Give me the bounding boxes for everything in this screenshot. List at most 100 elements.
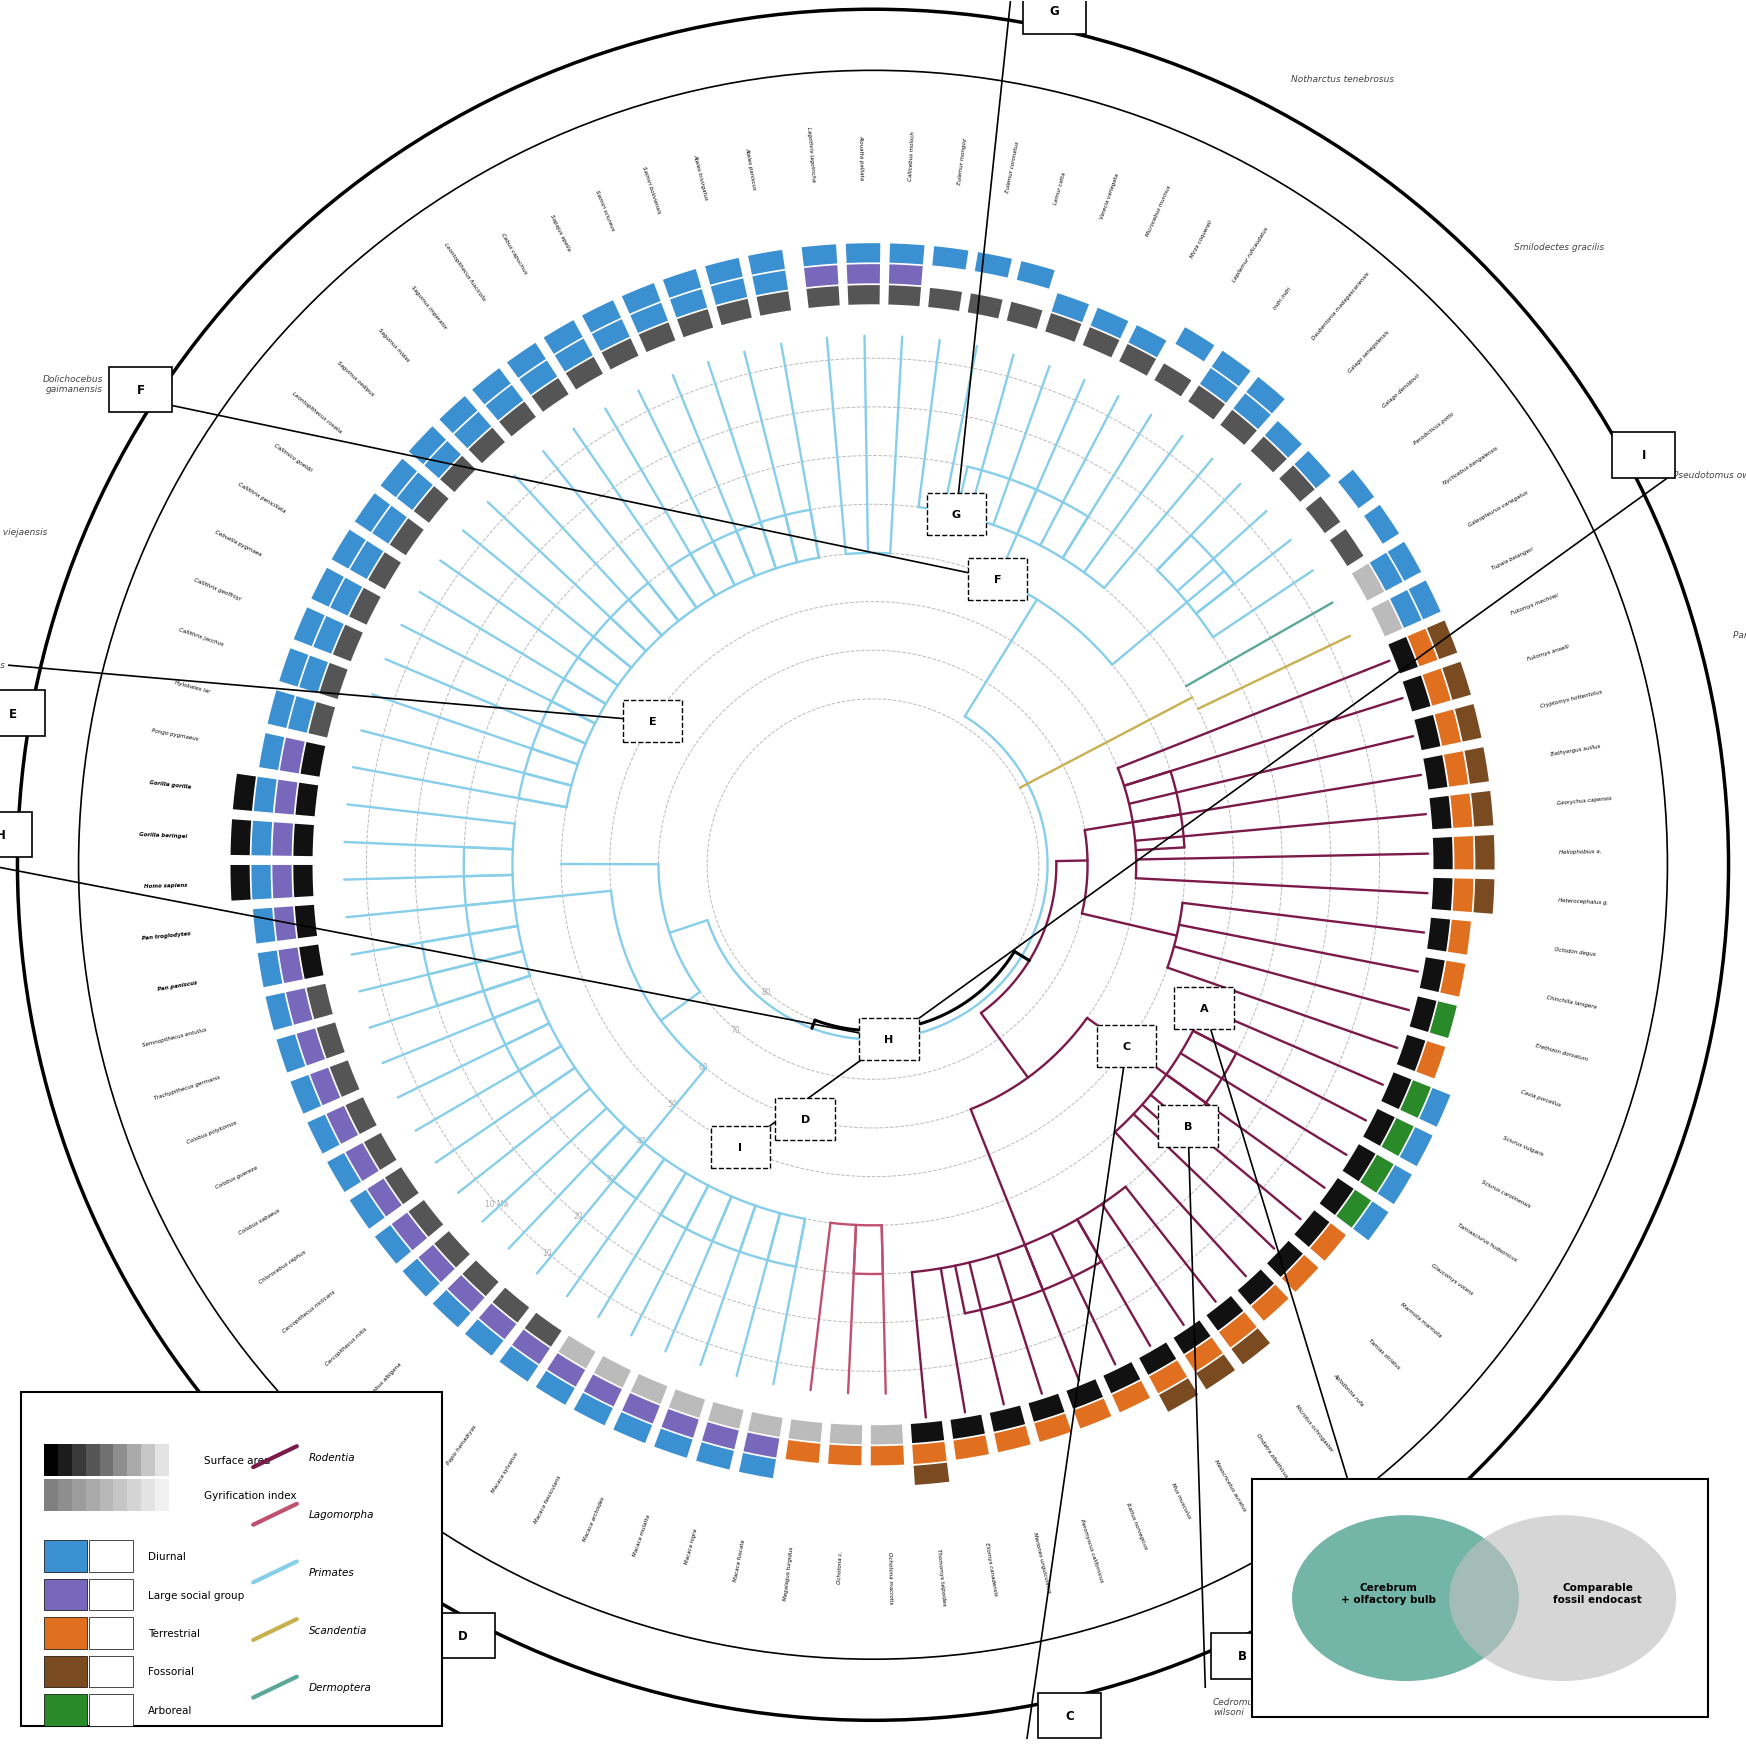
Text: Trachypithecus germanis: Trachypithecus germanis xyxy=(154,1073,222,1099)
Polygon shape xyxy=(1091,309,1128,339)
Polygon shape xyxy=(232,774,257,811)
Polygon shape xyxy=(471,369,512,406)
Text: Homo sapiens: Homo sapiens xyxy=(143,883,187,888)
Bar xyxy=(141,1444,155,1475)
Polygon shape xyxy=(286,989,313,1024)
Polygon shape xyxy=(705,259,742,285)
Text: Dermoptera: Dermoptera xyxy=(309,1682,372,1692)
Polygon shape xyxy=(354,495,389,533)
Text: Cavia porcellus: Cavia porcellus xyxy=(1521,1089,1561,1108)
Bar xyxy=(141,1479,155,1510)
Polygon shape xyxy=(299,946,323,979)
Polygon shape xyxy=(845,245,880,264)
Polygon shape xyxy=(786,1440,821,1463)
FancyBboxPatch shape xyxy=(0,813,31,858)
Text: Fukomys mechowi: Fukomys mechowi xyxy=(1510,593,1559,615)
Polygon shape xyxy=(630,1374,667,1404)
Text: Dolichocebus
gaimanensis: Dolichocebus gaimanensis xyxy=(42,374,103,393)
Polygon shape xyxy=(847,266,880,285)
Text: D: D xyxy=(457,1629,468,1641)
Polygon shape xyxy=(1454,704,1481,743)
Polygon shape xyxy=(313,617,344,654)
Polygon shape xyxy=(1423,669,1451,706)
Text: Tamiasciurus hudsonicus: Tamiasciurus hudsonicus xyxy=(1456,1222,1517,1262)
Polygon shape xyxy=(709,1402,744,1428)
FancyBboxPatch shape xyxy=(775,1098,835,1140)
Polygon shape xyxy=(440,397,477,434)
Text: Terrestrial: Terrestrial xyxy=(148,1627,201,1638)
Polygon shape xyxy=(1206,1297,1243,1330)
Bar xyxy=(44,1540,87,1571)
Polygon shape xyxy=(789,1419,822,1442)
Text: D: D xyxy=(800,1115,810,1124)
Polygon shape xyxy=(279,738,306,774)
Polygon shape xyxy=(1381,1119,1414,1157)
Text: Large social group: Large social group xyxy=(148,1589,244,1599)
Polygon shape xyxy=(274,780,297,815)
Polygon shape xyxy=(1083,329,1119,358)
Polygon shape xyxy=(1159,1379,1198,1412)
Text: Meriones unguiculatus: Meriones unguiculatus xyxy=(1032,1531,1051,1592)
Polygon shape xyxy=(293,865,314,898)
Text: Tamias striatus: Tamias striatus xyxy=(1367,1337,1400,1370)
Text: A: A xyxy=(1406,1547,1414,1559)
Polygon shape xyxy=(1067,1379,1103,1409)
Bar xyxy=(127,1444,141,1475)
FancyBboxPatch shape xyxy=(859,1017,918,1059)
Text: Rattus norvegicus: Rattus norvegicus xyxy=(1126,1502,1149,1549)
Polygon shape xyxy=(1016,262,1055,290)
Polygon shape xyxy=(1186,1337,1222,1372)
Polygon shape xyxy=(1400,1127,1432,1166)
Text: Daubentonia madagascariensis: Daubentonia madagascariensis xyxy=(1311,271,1371,341)
Polygon shape xyxy=(433,1290,471,1327)
Ellipse shape xyxy=(1292,1516,1519,1682)
Polygon shape xyxy=(1250,437,1287,474)
Polygon shape xyxy=(1426,621,1458,659)
Polygon shape xyxy=(349,589,381,626)
Polygon shape xyxy=(265,993,292,1031)
Polygon shape xyxy=(747,250,786,276)
Text: Cedromus
wilsoni: Cedromus wilsoni xyxy=(1213,1697,1259,1717)
Polygon shape xyxy=(536,1370,574,1405)
Text: Cryptomys hottentotus: Cryptomys hottentotus xyxy=(1540,689,1603,710)
Polygon shape xyxy=(1426,918,1451,953)
Text: Saguinus imperator: Saguinus imperator xyxy=(410,285,447,330)
Text: Gorilla beringei: Gorilla beringei xyxy=(140,830,187,839)
FancyBboxPatch shape xyxy=(1158,1105,1217,1147)
Polygon shape xyxy=(1454,837,1474,871)
Bar xyxy=(44,1617,87,1648)
Polygon shape xyxy=(716,299,753,325)
Text: Heterocephalus g.: Heterocephalus g. xyxy=(1557,898,1608,905)
Polygon shape xyxy=(1409,580,1440,621)
Polygon shape xyxy=(594,1356,630,1388)
Polygon shape xyxy=(454,413,491,449)
Polygon shape xyxy=(889,266,922,287)
Polygon shape xyxy=(1409,996,1437,1033)
Polygon shape xyxy=(288,697,314,734)
Polygon shape xyxy=(1378,1166,1413,1204)
Text: Georychus capensis: Georychus capensis xyxy=(1556,795,1612,806)
Text: Sciurus carolinensis: Sciurus carolinensis xyxy=(1481,1178,1531,1208)
Polygon shape xyxy=(1138,1342,1177,1376)
Polygon shape xyxy=(711,280,747,306)
Polygon shape xyxy=(1351,565,1385,601)
Polygon shape xyxy=(332,530,365,570)
Text: Callicebus moloch: Callicebus moloch xyxy=(908,131,917,180)
Polygon shape xyxy=(602,339,639,371)
Text: C: C xyxy=(1123,1042,1131,1052)
Polygon shape xyxy=(1119,344,1156,376)
Text: Galago demidovii: Galago demidovii xyxy=(1381,372,1421,409)
Text: 40: 40 xyxy=(636,1136,646,1145)
Text: Tupaia belangeri: Tupaia belangeri xyxy=(1491,547,1535,572)
Polygon shape xyxy=(391,1213,428,1250)
Polygon shape xyxy=(847,287,880,306)
Polygon shape xyxy=(1435,710,1461,746)
Text: Macaca fuscata: Macaca fuscata xyxy=(733,1538,746,1582)
Text: B: B xyxy=(1184,1120,1193,1131)
Polygon shape xyxy=(327,1106,358,1145)
Polygon shape xyxy=(871,1425,903,1444)
Text: Sapajus apella: Sapajus apella xyxy=(548,213,571,252)
Polygon shape xyxy=(384,1168,419,1204)
Polygon shape xyxy=(293,825,314,857)
Polygon shape xyxy=(1103,1362,1140,1393)
